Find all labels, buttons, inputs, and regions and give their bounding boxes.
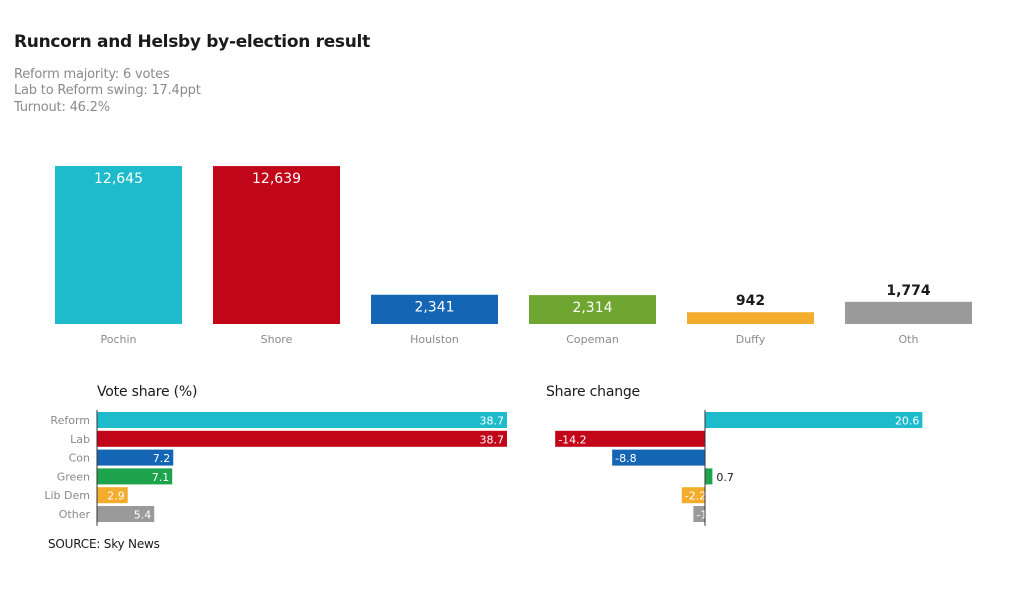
swing-line: Lab to Reform swing: 17.4ppt	[14, 83, 201, 98]
share-change-title: Share change	[546, 384, 640, 400]
change-bar-other	[693, 506, 705, 522]
change-bar-con	[612, 449, 705, 466]
share-category-con: Con	[69, 452, 90, 465]
share-bar-green	[97, 468, 173, 485]
tick-label-shore: Shore	[261, 333, 293, 346]
value-label-copeman: 2,314	[572, 300, 612, 316]
share-category-green: Green	[57, 470, 90, 483]
bar-copeman	[529, 295, 656, 324]
tick-label-copeman: Copeman	[566, 333, 619, 346]
change-value-other: -1.1	[696, 509, 717, 522]
bar-shore	[213, 166, 340, 324]
change-value-lib-dem: -2.2	[685, 490, 706, 503]
bar-houlston	[371, 294, 498, 324]
share-category-lib-dem: Lib Dem	[44, 489, 90, 502]
change-value-green: 0.7	[716, 471, 734, 484]
value-label-shore: 12,639	[252, 171, 301, 187]
bar-duffy	[687, 312, 814, 324]
share-value-lib-dem: 2.9	[107, 490, 125, 503]
share-category-lab: Lab	[70, 433, 90, 446]
change-bar-lab	[555, 430, 705, 447]
share-category-other: Other	[59, 508, 91, 521]
vote-share-title: Vote share (%)	[97, 384, 198, 400]
share-bar-lab	[97, 430, 507, 447]
value-label-pochin: 12,645	[94, 171, 143, 187]
bar-oth	[845, 301, 972, 324]
change-value-reform: 20.6	[895, 415, 920, 428]
tick-label-duffy: Duffy	[736, 333, 766, 346]
share-value-lab: 38.7	[480, 433, 505, 446]
share-bar-con	[97, 449, 174, 466]
change-bar-reform	[705, 412, 923, 428]
source-note: SOURCE: Sky News	[48, 537, 160, 551]
change-value-lab: -14.2	[558, 433, 586, 446]
tick-label-houlston: Houlston	[410, 333, 459, 346]
turnout-line: Turnout: 46.2%	[14, 100, 110, 115]
value-label-houlston: 2,341	[414, 300, 454, 316]
chart-title: Runcorn and Helsby by-election result	[14, 32, 370, 52]
share-value-con: 7.2	[153, 452, 171, 465]
change-bar-green	[705, 468, 713, 485]
majority-line: Reform majority: 6 votes	[14, 67, 170, 82]
value-label-oth: 1,774	[886, 283, 931, 299]
share-bar-other	[97, 506, 155, 522]
share-category-reform: Reform	[50, 414, 90, 427]
tick-label-pochin: Pochin	[100, 333, 136, 346]
tick-label-oth: Oth	[899, 333, 919, 346]
share-bar-reform	[97, 412, 507, 428]
bar-pochin	[55, 166, 182, 324]
value-label-duffy: 942	[736, 293, 765, 309]
share-value-other: 5.4	[134, 509, 152, 522]
share-bar-lib-dem	[97, 487, 128, 504]
share-value-green: 7.1	[152, 471, 170, 484]
change-bar-lib-dem	[681, 487, 705, 504]
change-value-con: -8.8	[615, 452, 636, 465]
share-value-reform: 38.7	[480, 415, 505, 428]
